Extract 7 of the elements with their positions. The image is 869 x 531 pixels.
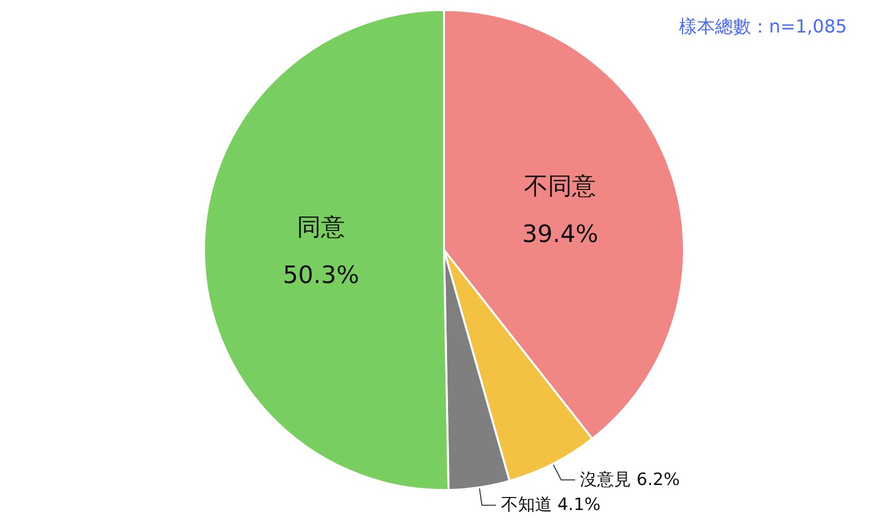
slice-label: 同意 (297, 213, 346, 242)
data-label: 39.4% (522, 220, 598, 248)
data-label: 50.3% (282, 261, 360, 290)
slice-label: 不知道 4.1% (500, 495, 601, 516)
slice-label: 不同意 (524, 172, 596, 200)
slice-label: 沒意見 6.2% (580, 470, 680, 490)
text: 樣本總數：n=1,085 (678, 16, 848, 38)
